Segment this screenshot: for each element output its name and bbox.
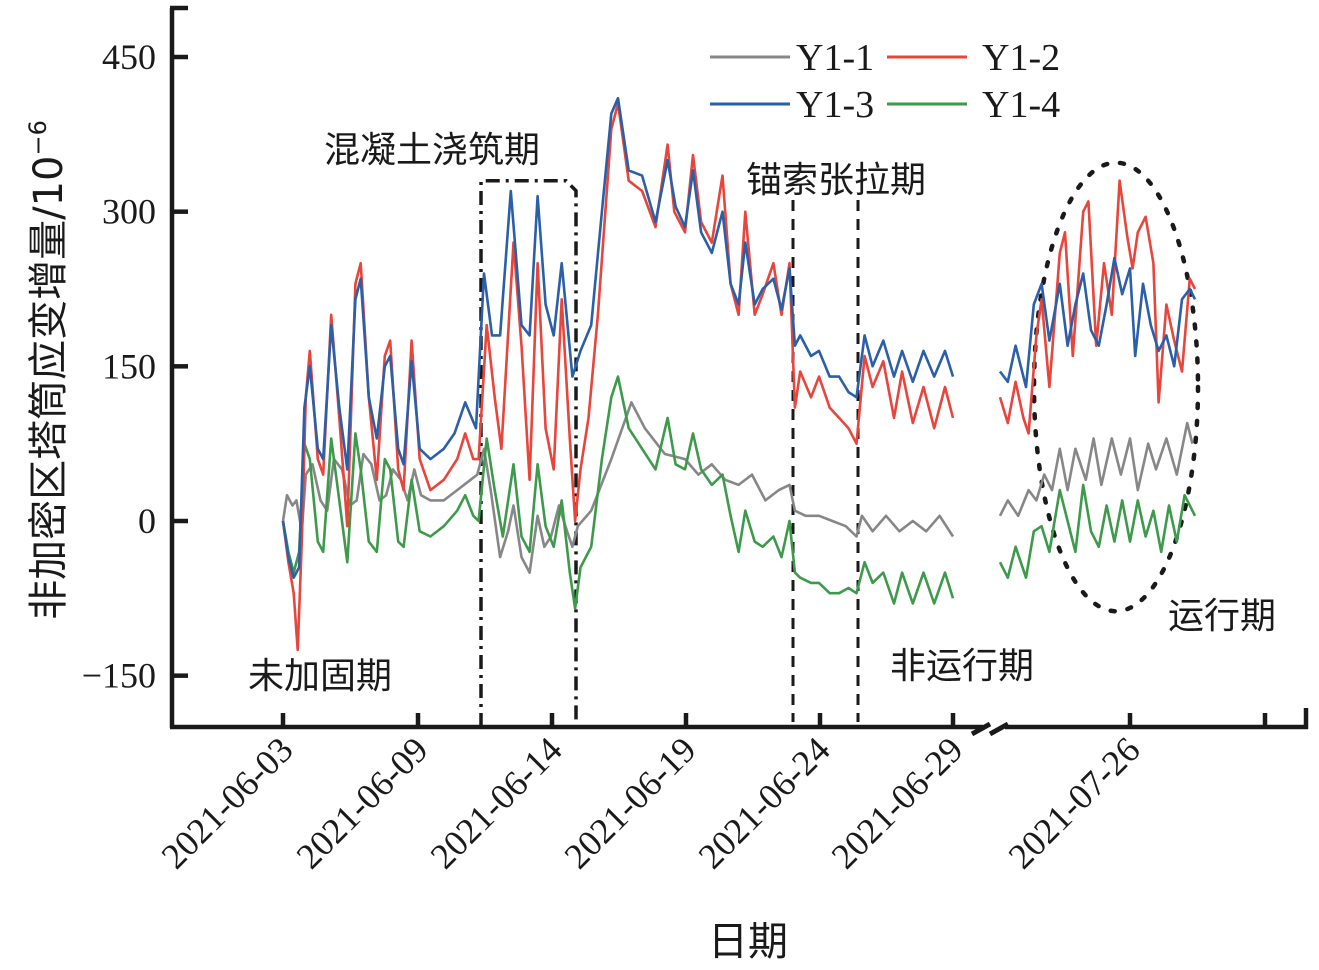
series-line-y1-1 [998, 421, 1194, 518]
x-tick-label: 2021-06-19 [557, 729, 704, 876]
axis-break-mark-left [970, 721, 992, 737]
x-tick-label: 2021-06-03 [154, 729, 301, 876]
y-tick-label: 150 [102, 346, 156, 386]
series-line-y1-3 [998, 256, 1197, 389]
y-ticks: 450 300 150 0 −150 [82, 37, 188, 696]
annotation-non-operation-period: 非运行期 [890, 646, 1034, 687]
legend: Y1-1 Y1-2 Y1-3 Y1-4 [710, 37, 1060, 126]
annotation-unreinforced-period: 未加固期 [248, 656, 392, 697]
annotation-operation-period: 运行期 [1168, 596, 1276, 637]
series-lines [281, 96, 1197, 652]
series-line-y1-2 [998, 179, 1197, 435]
x-ticks: 2021-06-032021-06-092021-06-142021-06-19… [154, 713, 1268, 876]
x-tick-label: 2021-06-14 [423, 729, 570, 876]
y-axis-label-text: 非加密区塔筒应变增量/10−6 [24, 120, 72, 620]
y-tick-label: 0 [138, 501, 156, 541]
y-tick-label: 450 [102, 37, 156, 77]
series-line-y1-4 [998, 483, 1197, 580]
annotation-concrete-pouring-period: 混凝土浇筑期 [324, 130, 540, 171]
legend-label-y1-3: Y1-3 [796, 84, 874, 126]
series-line-y1-3 [281, 96, 955, 580]
y-tick-label: −150 [82, 656, 156, 696]
y-tick-label: 300 [102, 192, 156, 232]
y-axis-label: 非加密区塔筒应变增量/10−6 [24, 120, 72, 620]
x-axis-label: 日期 [708, 919, 788, 965]
legend-label-y1-2: Y1-2 [982, 37, 1060, 79]
legend-label-y1-1: Y1-1 [796, 37, 874, 79]
axes [169, 5, 1309, 737]
x-tick-label: 2021-07-26 [1001, 729, 1148, 876]
operation-period-ellipse [1031, 160, 1201, 614]
x-tick-label: 2021-06-24 [691, 729, 838, 876]
series-line-y1-4 [281, 375, 955, 610]
x-tick-label: 2021-06-29 [824, 729, 971, 876]
x-tick-label: 2021-06-09 [289, 729, 436, 876]
axis-break-mark-right [988, 721, 1010, 737]
legend-label-y1-4: Y1-4 [982, 84, 1060, 126]
annotation-anchor-tensioning-period: 锚索张拉期 [746, 160, 926, 201]
